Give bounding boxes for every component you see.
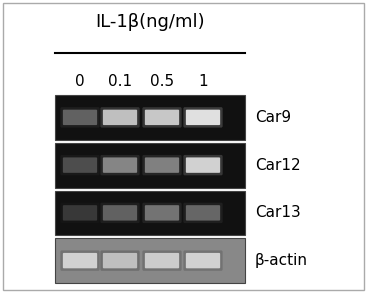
FancyBboxPatch shape [100,107,140,127]
FancyBboxPatch shape [63,157,97,173]
FancyBboxPatch shape [100,251,140,271]
FancyBboxPatch shape [60,251,100,271]
FancyBboxPatch shape [184,251,223,271]
FancyBboxPatch shape [186,253,220,268]
FancyBboxPatch shape [186,110,220,125]
FancyBboxPatch shape [60,203,100,223]
Text: β-actin: β-actin [255,253,308,268]
FancyBboxPatch shape [100,203,140,223]
Text: 0.1: 0.1 [108,74,132,89]
Bar [55,143,245,188]
FancyBboxPatch shape [142,155,182,175]
FancyBboxPatch shape [145,110,179,125]
FancyBboxPatch shape [142,251,182,271]
FancyBboxPatch shape [63,253,97,268]
FancyBboxPatch shape [142,107,182,127]
FancyBboxPatch shape [184,107,223,127]
FancyBboxPatch shape [60,155,100,175]
FancyBboxPatch shape [103,110,137,125]
FancyBboxPatch shape [142,203,182,223]
FancyBboxPatch shape [145,253,179,268]
FancyBboxPatch shape [184,155,223,175]
FancyBboxPatch shape [60,107,100,127]
FancyBboxPatch shape [186,157,220,173]
Text: Car12: Car12 [255,158,301,173]
FancyBboxPatch shape [103,205,137,221]
FancyBboxPatch shape [63,205,97,221]
Text: Car9: Car9 [255,110,291,125]
Text: Car13: Car13 [255,205,301,220]
Bar [55,190,245,235]
FancyBboxPatch shape [184,203,223,223]
Bar [55,238,245,283]
FancyBboxPatch shape [63,110,97,125]
Text: IL-1β(ng/ml): IL-1β(ng/ml) [95,13,205,31]
FancyBboxPatch shape [145,205,179,221]
FancyBboxPatch shape [103,253,137,268]
FancyBboxPatch shape [145,157,179,173]
FancyBboxPatch shape [103,157,137,173]
FancyBboxPatch shape [100,155,140,175]
Text: 0: 0 [75,74,85,89]
Bar [55,95,245,140]
Text: 0.5: 0.5 [150,74,174,89]
FancyBboxPatch shape [186,205,220,221]
Text: 1: 1 [198,74,208,89]
